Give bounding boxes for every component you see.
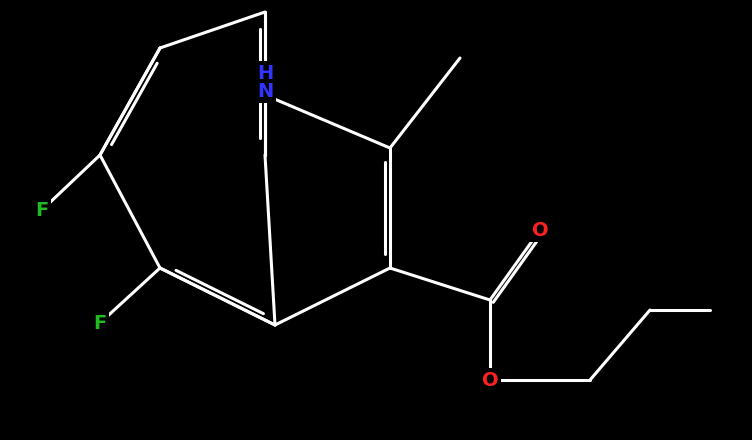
Text: F: F (93, 313, 107, 333)
Text: O: O (482, 370, 499, 389)
Text: N: N (257, 81, 273, 100)
Text: H: H (257, 63, 273, 83)
Text: F: F (35, 201, 49, 220)
Text: O: O (532, 220, 548, 239)
